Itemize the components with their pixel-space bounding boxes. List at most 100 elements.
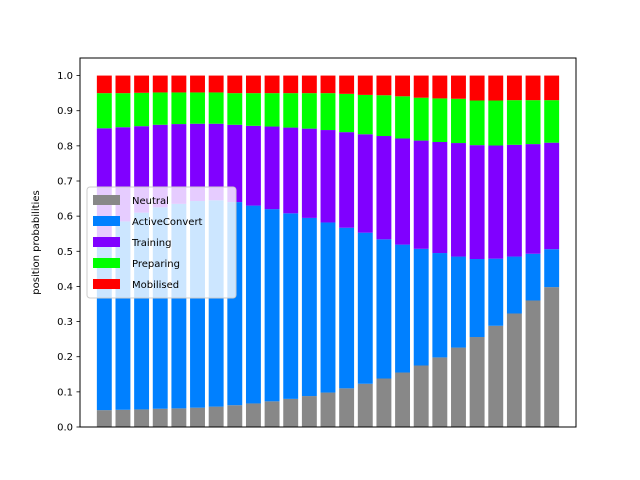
legend-swatch-activeconvert	[93, 216, 120, 226]
bar-segment-preparing-17	[395, 96, 411, 139]
bar-segment-mobilised-7	[208, 75, 224, 93]
bar-segment-activeconvert-15	[357, 232, 373, 384]
bar-segment-activeconvert-10	[264, 209, 280, 402]
bar-segment-training-14	[339, 132, 355, 228]
bar-segment-preparing-7	[208, 92, 224, 124]
legend-swatch-mobilised	[93, 279, 120, 289]
bar-segment-mobilised-16	[376, 75, 392, 96]
bar-segment-neutral-19	[432, 357, 448, 427]
bar-segment-neutral-23	[506, 313, 522, 427]
bar-segment-training-5	[171, 124, 187, 204]
bar-segment-activeconvert-14	[339, 227, 355, 389]
bar-segment-preparing-23	[506, 100, 522, 145]
bar-segment-training-8	[227, 124, 243, 203]
bar-segment-neutral-18	[413, 365, 429, 427]
bar-segment-training-18	[413, 140, 429, 249]
bar-segment-training-12	[301, 128, 317, 218]
bar-segment-preparing-19	[432, 98, 448, 142]
bar-segment-neutral-4	[152, 408, 168, 427]
bar-segment-neutral-1	[96, 410, 112, 427]
bar-segment-mobilised-14	[339, 75, 355, 94]
y-tick-label: 0.0	[57, 423, 73, 434]
bar-segment-mobilised-11	[283, 75, 299, 94]
y-tick-label: 0.4	[57, 282, 73, 293]
bar-segment-mobilised-10	[264, 75, 280, 94]
bar-segment-training-22	[488, 145, 504, 259]
bar-segment-mobilised-21	[469, 75, 485, 101]
bar-segment-neutral-5	[171, 408, 187, 427]
bar-segment-mobilised-25	[544, 75, 560, 101]
legend: Neutral ActiveConvert Training Preparing Mob…	[86, 186, 237, 299]
bars-group	[96, 75, 560, 427]
bar-segment-activeconvert-24	[525, 253, 541, 301]
bar-segment-preparing-12	[301, 93, 317, 129]
y-tick-label: 0.3	[57, 317, 73, 328]
bar-segment-neutral-15	[357, 383, 373, 427]
bar-segment-mobilised-15	[357, 75, 373, 95]
bar-segment-neutral-3	[134, 409, 150, 427]
bar-segment-training-17	[395, 138, 411, 245]
bar-segment-activeconvert-18	[413, 248, 429, 366]
y-tick-label: 0.6	[57, 212, 73, 223]
bar-segment-preparing-18	[413, 97, 429, 141]
bar-segment-neutral-6	[190, 407, 205, 427]
y-tick-label: 0.2	[57, 352, 73, 363]
bar-segment-mobilised-23	[506, 75, 522, 101]
bar-segment-neutral-17	[395, 372, 411, 427]
bar-segment-training-23	[506, 144, 522, 257]
bar-segment-neutral-11	[283, 398, 299, 427]
y-axis-label: position probabilities	[31, 190, 42, 294]
bar-segment-training-25	[544, 142, 560, 250]
bar-segment-activeconvert-25	[544, 249, 560, 288]
y-axis: 0.0 0.1 0.2 0.3 0.4 0.5 0.6 0.7 0.8 0.9 1.0	[57, 71, 80, 434]
bar-segment-mobilised-19	[432, 75, 448, 99]
bar-segment-preparing-16	[376, 95, 392, 137]
legend-label-mobilised: Mobilised	[132, 280, 179, 291]
bar-segment-neutral-2	[115, 409, 131, 427]
bar-segment-preparing-11	[283, 93, 299, 128]
bar-segment-preparing-4	[152, 92, 168, 125]
legend-label-preparing: Preparing	[132, 259, 180, 270]
bar-segment-neutral-7	[208, 406, 224, 427]
bar-segment-neutral-13	[320, 392, 336, 427]
bar-segment-preparing-5	[171, 92, 187, 125]
bar-segment-preparing-3	[134, 92, 150, 127]
legend-swatch-preparing	[93, 258, 120, 268]
bar-segment-training-9	[245, 125, 261, 206]
bar-segment-preparing-8	[227, 93, 243, 125]
bar-segment-training-15	[357, 134, 373, 233]
bar-segment-preparing-25	[544, 100, 560, 143]
bar-segment-neutral-25	[544, 287, 560, 427]
bar-segment-preparing-20	[451, 98, 466, 144]
bar-segment-mobilised-5	[171, 75, 187, 93]
bar-segment-activeconvert-13	[320, 222, 336, 393]
y-tick-label: 0.9	[57, 106, 73, 117]
bar-segment-training-16	[376, 136, 392, 240]
bar-segment-neutral-21	[469, 337, 485, 427]
bar-segment-neutral-24	[525, 300, 541, 427]
legend-label-activeconvert: ActiveConvert	[132, 217, 203, 228]
bar-segment-preparing-15	[357, 94, 373, 135]
bar-segment-activeconvert-16	[376, 239, 392, 379]
legend-swatch-neutral	[93, 195, 120, 205]
bar-segment-neutral-22	[488, 325, 504, 427]
bar-segment-preparing-1	[96, 93, 112, 129]
bar-segment-mobilised-22	[488, 75, 504, 101]
bar-segment-training-24	[525, 144, 541, 254]
bar-segment-activeconvert-12	[301, 217, 317, 397]
bar-segment-preparing-13	[320, 93, 336, 131]
bar-segment-neutral-20	[451, 347, 466, 427]
bar-segment-mobilised-8	[227, 75, 243, 94]
legend-swatch-training	[93, 237, 120, 247]
bar-segment-preparing-22	[488, 100, 504, 146]
bar-segment-preparing-14	[339, 93, 355, 133]
bar-segment-training-11	[283, 127, 299, 214]
bar-segment-training-10	[264, 126, 280, 210]
bar-segment-preparing-6	[190, 92, 205, 124]
bar-segment-neutral-9	[245, 403, 261, 427]
bar-segment-activeconvert-11	[283, 213, 299, 399]
bar-segment-mobilised-3	[134, 75, 150, 93]
bar-segment-preparing-9	[245, 93, 261, 126]
bar-segment-mobilised-4	[152, 75, 168, 93]
